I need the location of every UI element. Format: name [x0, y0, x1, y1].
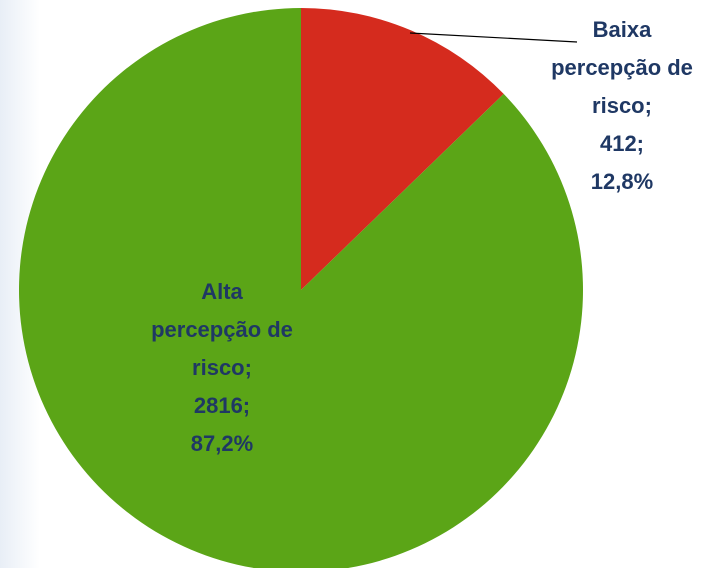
category-label: Baixa percepção de risco;	[551, 17, 693, 118]
pie-slice	[19, 8, 583, 568]
slice-label: Baixa percepção de risco; 412; 12,8%	[547, 11, 697, 201]
slice-label: Alta percepção de risco; 2816; 87,2%	[147, 273, 297, 463]
leader-line	[409, 32, 578, 43]
percent-label: 87,2%	[190, 431, 254, 456]
percent-label: 12,8%	[590, 169, 654, 194]
category-label: Alta percepção de risco;	[151, 279, 293, 380]
value-label: 2816;	[193, 393, 251, 418]
pie-slice	[301, 8, 504, 290]
value-label: 412;	[599, 131, 645, 156]
